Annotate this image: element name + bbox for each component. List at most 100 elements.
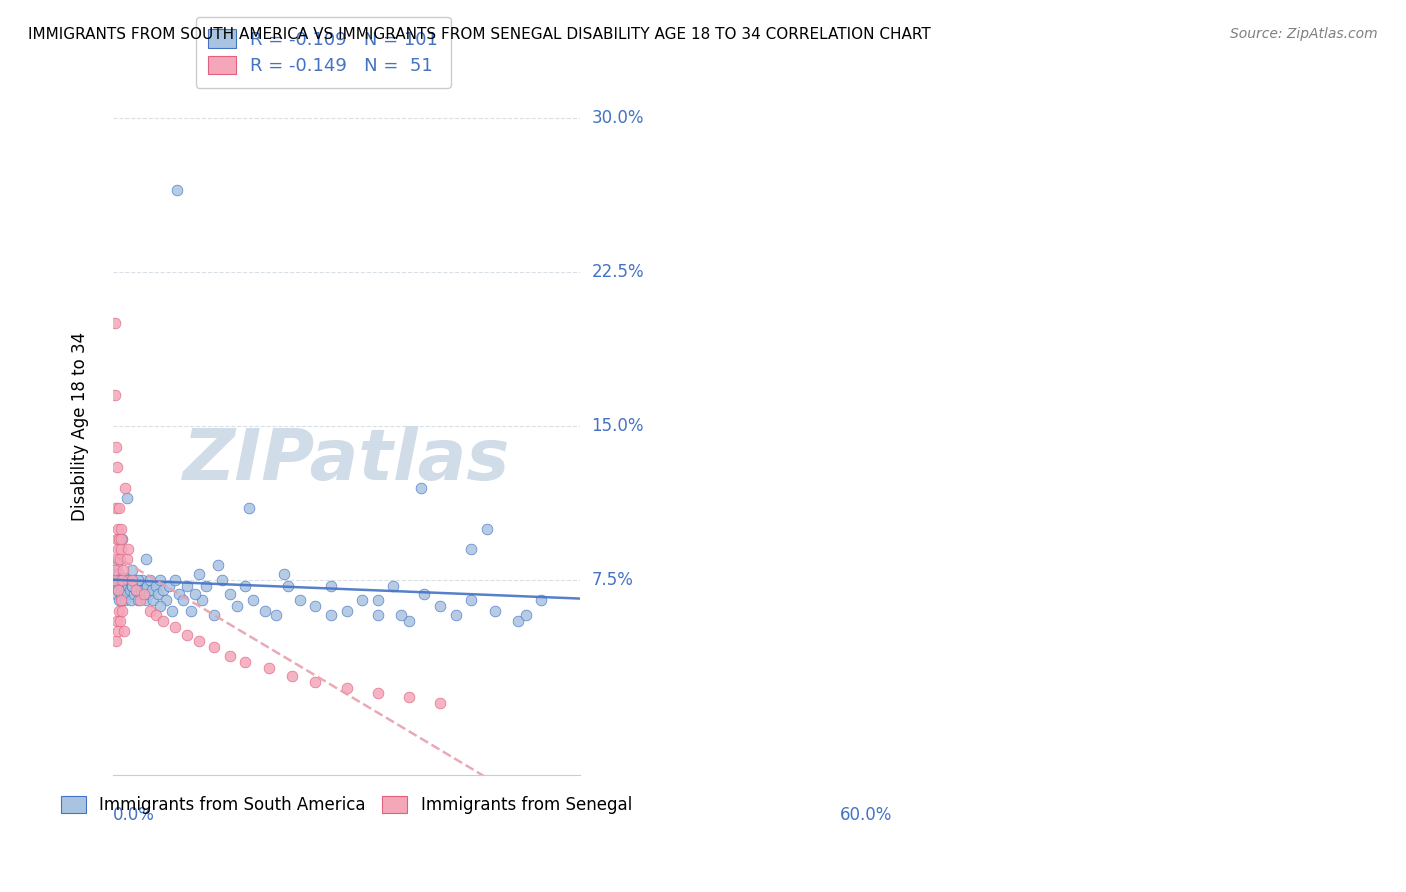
Point bbox=[165, 620, 187, 634]
Point bbox=[112, 587, 135, 601]
Point bbox=[183, 587, 205, 601]
Point bbox=[103, 573, 125, 587]
Point bbox=[382, 579, 405, 593]
Point bbox=[226, 599, 249, 614]
Point bbox=[149, 573, 172, 587]
Point bbox=[141, 582, 163, 597]
Point bbox=[108, 614, 131, 628]
Point bbox=[145, 607, 167, 622]
Point bbox=[104, 562, 127, 576]
Point bbox=[129, 587, 152, 601]
Point bbox=[105, 614, 128, 628]
Point bbox=[121, 579, 143, 593]
Point bbox=[165, 573, 187, 587]
Point bbox=[413, 587, 436, 601]
Point bbox=[127, 573, 149, 587]
Point bbox=[135, 552, 157, 566]
Point bbox=[111, 579, 134, 593]
Point bbox=[131, 573, 153, 587]
Point bbox=[257, 661, 280, 675]
Point bbox=[108, 579, 131, 593]
Point bbox=[125, 582, 148, 597]
Point bbox=[111, 562, 134, 576]
Y-axis label: Disability Age 18 to 34: Disability Age 18 to 34 bbox=[72, 332, 89, 521]
Point bbox=[277, 579, 299, 593]
Point bbox=[319, 579, 342, 593]
Point bbox=[180, 603, 202, 617]
Point bbox=[475, 522, 498, 536]
Point bbox=[253, 603, 276, 617]
Point bbox=[233, 655, 256, 669]
Point bbox=[117, 542, 139, 557]
Point bbox=[108, 573, 131, 587]
Point bbox=[155, 593, 177, 607]
Point bbox=[138, 587, 160, 601]
Point bbox=[105, 532, 128, 546]
Point bbox=[121, 579, 143, 593]
Point bbox=[112, 624, 135, 638]
Point bbox=[484, 603, 506, 617]
Point bbox=[111, 573, 134, 587]
Point bbox=[429, 599, 451, 614]
Point bbox=[110, 532, 132, 546]
Point bbox=[108, 501, 131, 516]
Point bbox=[145, 579, 167, 593]
Point bbox=[288, 593, 311, 607]
Point bbox=[127, 593, 149, 607]
Point bbox=[107, 571, 129, 585]
Point bbox=[152, 614, 174, 628]
Point bbox=[111, 603, 134, 617]
Point bbox=[115, 582, 138, 597]
Point bbox=[281, 669, 304, 683]
Point bbox=[110, 593, 132, 607]
Point bbox=[108, 552, 131, 566]
Point bbox=[107, 542, 129, 557]
Point bbox=[367, 607, 389, 622]
Text: 7.5%: 7.5% bbox=[592, 571, 633, 589]
Legend: Immigrants from South America, Immigrants from Senegal: Immigrants from South America, Immigrant… bbox=[52, 787, 640, 822]
Point bbox=[335, 681, 357, 696]
Point bbox=[367, 593, 389, 607]
Point bbox=[218, 587, 240, 601]
Point bbox=[238, 501, 260, 516]
Point bbox=[176, 628, 198, 642]
Point bbox=[124, 573, 146, 587]
Point bbox=[139, 573, 162, 587]
Point bbox=[104, 388, 127, 402]
Point bbox=[146, 587, 169, 601]
Point bbox=[136, 579, 159, 593]
Point bbox=[335, 603, 357, 617]
Text: 30.0%: 30.0% bbox=[592, 110, 644, 128]
Point bbox=[103, 573, 125, 587]
Point bbox=[122, 587, 145, 601]
Point bbox=[195, 579, 218, 593]
Point bbox=[187, 634, 209, 648]
Point bbox=[108, 603, 131, 617]
Point bbox=[115, 552, 138, 566]
Point bbox=[104, 501, 127, 516]
Point bbox=[530, 593, 553, 607]
Point bbox=[121, 562, 143, 576]
Point bbox=[104, 634, 127, 648]
Text: 15.0%: 15.0% bbox=[592, 417, 644, 435]
Point bbox=[104, 440, 127, 454]
Text: ZIPatlas: ZIPatlas bbox=[183, 426, 510, 495]
Point bbox=[233, 579, 256, 593]
Point bbox=[191, 593, 214, 607]
Point bbox=[506, 614, 529, 628]
Point bbox=[114, 481, 136, 495]
Point bbox=[111, 573, 134, 587]
Point bbox=[104, 579, 127, 593]
Point bbox=[211, 573, 233, 587]
Point bbox=[266, 607, 288, 622]
Point bbox=[304, 675, 326, 690]
Point bbox=[114, 571, 136, 585]
Point bbox=[398, 614, 420, 628]
Text: 0.0%: 0.0% bbox=[112, 806, 155, 824]
Point bbox=[149, 599, 172, 614]
Point bbox=[120, 593, 142, 607]
Point bbox=[105, 558, 128, 573]
Point bbox=[242, 593, 264, 607]
Point bbox=[104, 566, 127, 581]
Point bbox=[157, 579, 180, 593]
